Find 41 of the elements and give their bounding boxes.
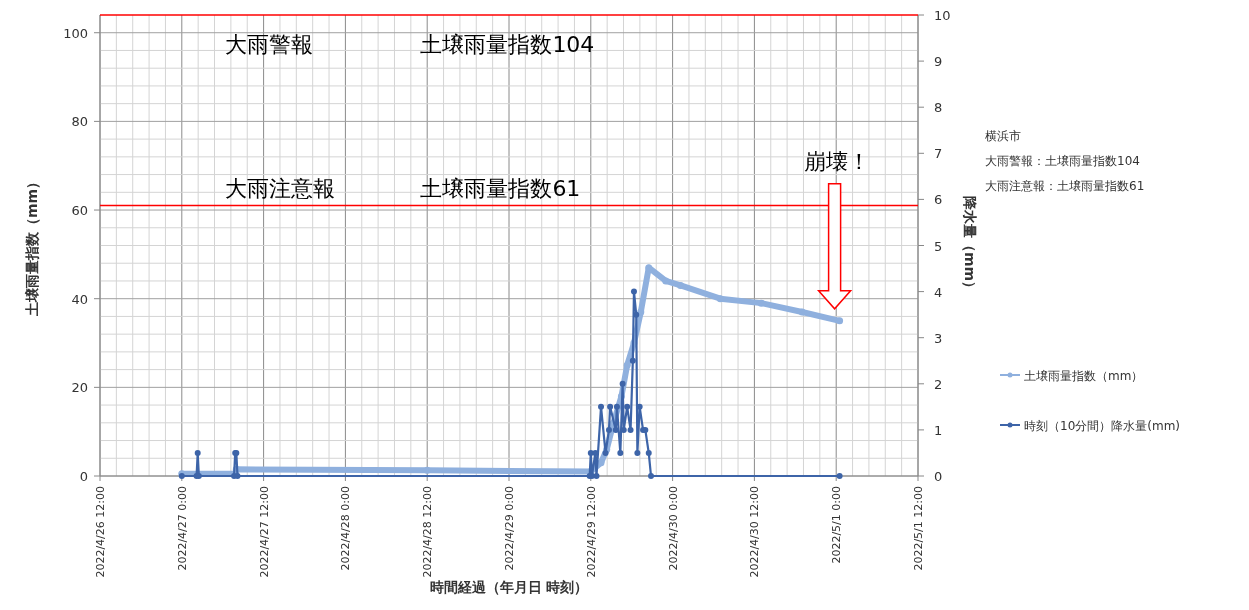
text: 大雨注意報：土壌雨量指数61	[985, 179, 1145, 193]
y2-tick-label: 4	[934, 284, 943, 300]
y-tick-label: 40	[71, 291, 88, 307]
text: 横浜市	[985, 129, 1021, 143]
y2-tick-label: 7	[934, 146, 943, 162]
ref-line-label: 大雨注意報	[225, 175, 335, 201]
x-tick-label: 2022/5/1 12:00	[912, 486, 925, 571]
x-tick-label: 2022/4/30 12:00	[748, 486, 762, 578]
text: 大雨警報：土壌雨量指数104	[985, 154, 1140, 168]
y2-tick-label: 3	[934, 330, 943, 346]
y-axis-title: 土壌雨量指数（mm）	[24, 174, 40, 318]
legend-label: 時刻（10分間）降水量(mm)	[1024, 419, 1181, 433]
x-tick-label: 2022/4/29 12:00	[584, 486, 598, 578]
x-tick-label: 2022/4/28 12:00	[421, 486, 435, 578]
legend-label: 土壌雨量指数（mm）	[1024, 369, 1144, 383]
y-tick-label: 60	[71, 203, 88, 219]
annotation: 崩壊！	[803, 148, 870, 174]
y-tick-label: 20	[71, 380, 88, 396]
y-tick-label: 100	[63, 25, 88, 41]
x-tick-label: 2022/4/26 12:00	[94, 486, 107, 578]
y2-tick-label: 8	[934, 100, 943, 116]
y2-tick-label: 0	[934, 469, 943, 484]
ref-line-label: 大雨警報	[225, 32, 313, 57]
y2-tick-label: 10	[934, 8, 951, 23]
x-tick-label: 2022/4/28 0:00	[339, 486, 353, 571]
annotation: 土壌雨量指数61	[420, 175, 581, 201]
y2-tick-label: 2	[934, 376, 943, 392]
x-tick-label: 2022/4/27 0:00	[175, 486, 189, 571]
x-tick-label: 2022/4/30 0:00	[666, 486, 680, 571]
y2-tick-label: 6	[934, 192, 943, 208]
x-tick-label: 2022/4/29 0:00	[503, 486, 516, 571]
annotation: 土壌雨量指数104	[420, 32, 595, 57]
y-tick-label: 0	[79, 469, 88, 484]
y2-tick-label: 5	[934, 238, 943, 254]
x-tick-label: 2022/4/27 12:00	[257, 486, 271, 578]
y2-tick-label: 1	[934, 422, 943, 438]
y2-axis-title: 降水量（mm）	[962, 195, 978, 296]
x-tick-label: 2022/5/1 0:00	[830, 486, 844, 564]
x-axis-title: 時間経過（年月日 時刻）	[429, 579, 589, 595]
y-tick-label: 80	[71, 114, 88, 130]
y2-tick-label: 9	[934, 54, 943, 70]
